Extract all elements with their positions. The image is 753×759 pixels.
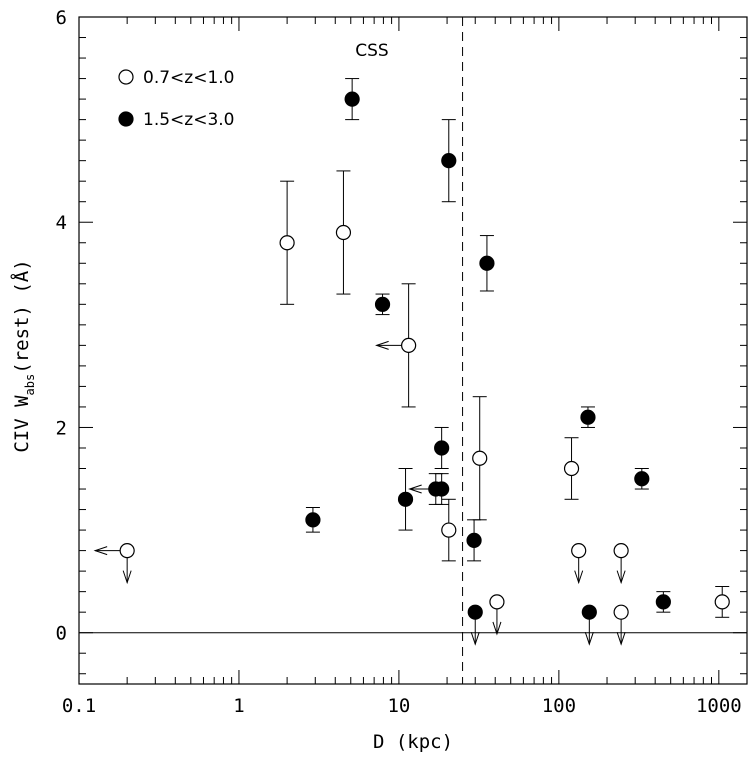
- filled-point: [466, 532, 482, 548]
- filled-point: [397, 491, 414, 507]
- open-point: [563, 460, 580, 477]
- open-point: [401, 337, 417, 353]
- filled-point: [305, 512, 321, 528]
- data-points: [93, 78, 730, 646]
- filled-point: [434, 440, 450, 456]
- filled-point: [655, 594, 671, 610]
- legend-marker: [118, 111, 134, 127]
- x-limit-arrowhead: [375, 340, 389, 350]
- x-tick-label: 100: [542, 695, 576, 717]
- open-point: [472, 450, 488, 466]
- open-point: [279, 235, 295, 251]
- axes: 0.1 1 10 100 1000 0 2 4 6: [56, 7, 747, 717]
- x-tick-label: 1000: [696, 695, 742, 717]
- y-axis-title: CIV Wabs(rest) (Å): [10, 259, 37, 452]
- filled-point: [634, 471, 650, 487]
- upper-limit-arrowhead: [492, 621, 502, 636]
- y-tick-label: 4: [56, 212, 67, 234]
- legend-label: 0.7<z<1.0: [143, 68, 234, 88]
- open-point: [489, 594, 505, 610]
- y-tick-label: 2: [56, 417, 67, 439]
- open-point: [441, 522, 457, 538]
- y-tick-label: 0: [56, 623, 67, 645]
- open-point: [571, 542, 587, 559]
- upper-limit-arrowhead: [470, 632, 480, 646]
- vline-label: CSS: [355, 41, 388, 61]
- open-point: [613, 542, 629, 559]
- open-point: [335, 224, 352, 241]
- y-tick-label: 6: [56, 7, 67, 29]
- x-limit-arrowhead: [408, 484, 422, 494]
- x-axis-title: D (kpc): [373, 731, 453, 753]
- plot-frame: [78, 16, 748, 685]
- x-limit-arrowhead: [93, 546, 108, 556]
- reference-lines: [79, 17, 747, 684]
- upper-limit-arrowhead: [584, 632, 594, 646]
- upper-limit-arrowhead: [616, 632, 626, 646]
- open-point: [714, 594, 730, 610]
- filled-point: [441, 153, 457, 169]
- x-tick-label: 10: [387, 695, 410, 717]
- legend: 0.7<z<1.0 1.5<z<3.0: [118, 68, 234, 130]
- filled-point: [434, 481, 450, 497]
- y-axis-title-subscript: abs: [23, 374, 37, 396]
- filled-point: [581, 604, 597, 620]
- x-tick-label: 1: [233, 695, 244, 717]
- x-tick-label: 0.1: [62, 695, 96, 717]
- filled-point: [580, 409, 596, 425]
- open-point: [119, 542, 135, 559]
- upper-limit-arrowhead: [122, 570, 132, 585]
- filled-point: [467, 604, 483, 620]
- upper-limit-arrowhead: [574, 570, 584, 585]
- upper-limit-arrowhead: [616, 570, 626, 585]
- filled-point: [374, 296, 391, 312]
- y-axis-title-suffix: (rest) (Å): [10, 259, 33, 373]
- legend-marker: [118, 69, 134, 85]
- filled-point: [479, 255, 495, 271]
- legend-label: 1.5<z<3.0: [143, 110, 234, 130]
- filled-point: [344, 91, 360, 107]
- y-axis-title-prefix: CIV W: [11, 395, 33, 453]
- open-point: [613, 604, 629, 620]
